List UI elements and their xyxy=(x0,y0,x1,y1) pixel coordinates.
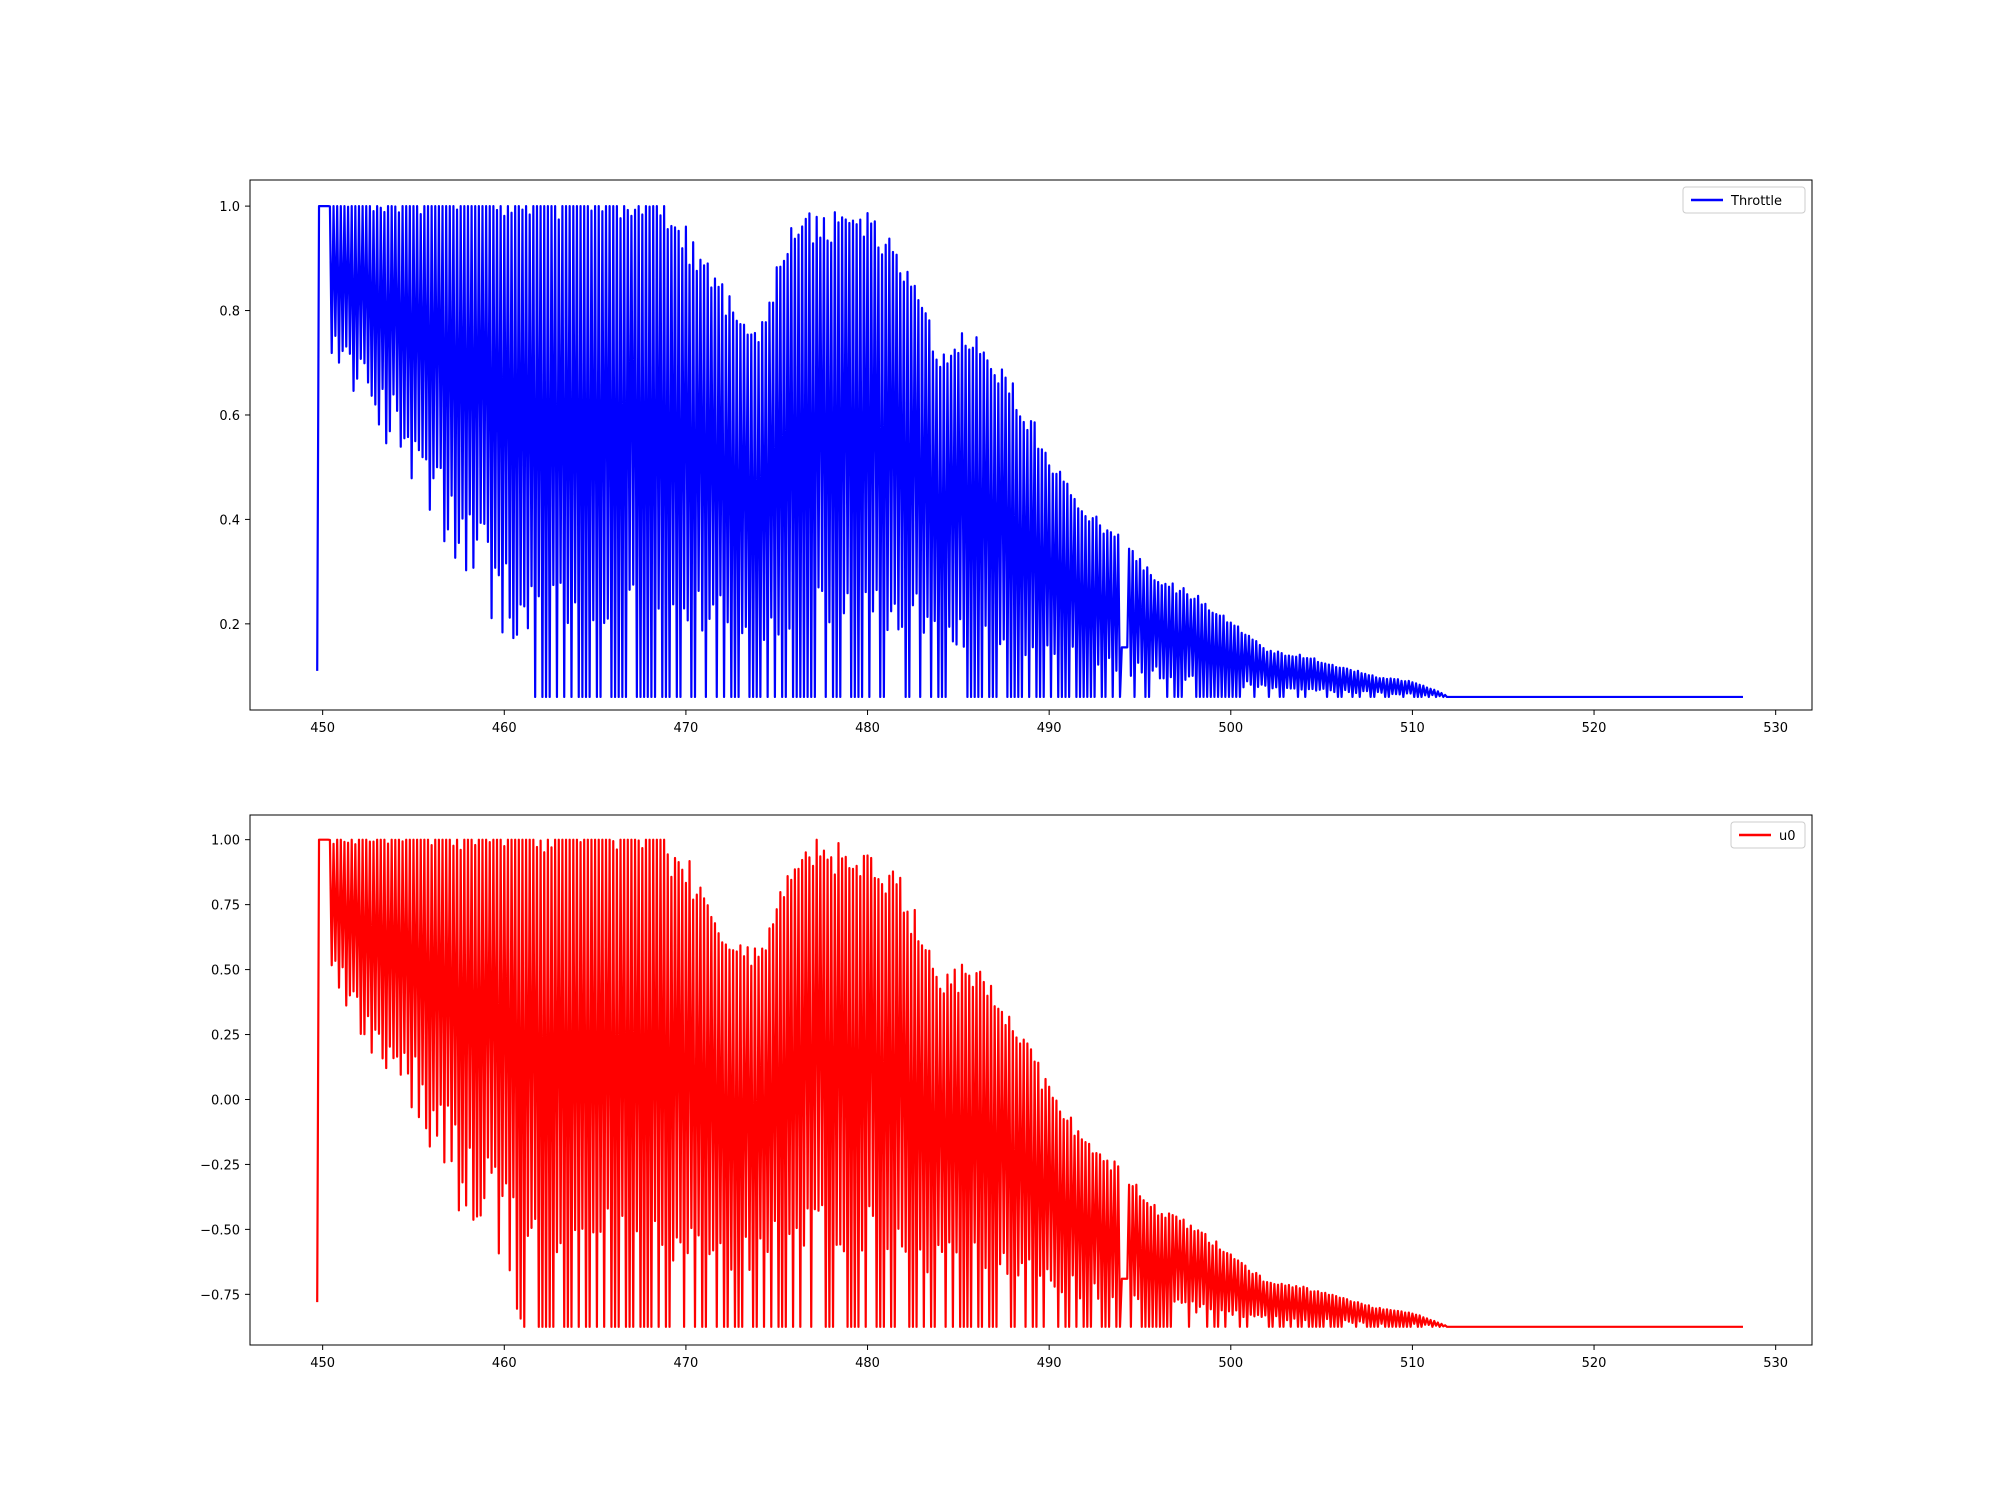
y-tick-label: 0.50 xyxy=(211,964,240,979)
x-tick-label: 500 xyxy=(1218,721,1243,736)
legend: u0 xyxy=(1730,821,1806,849)
x-tick-label: 530 xyxy=(1763,1356,1788,1371)
x-tick-label: 470 xyxy=(673,1356,698,1371)
plot-frame xyxy=(249,179,1813,711)
x-tick-label: 510 xyxy=(1400,721,1425,736)
y-tick-label: 0.2 xyxy=(219,618,240,633)
x-tick-label: 460 xyxy=(492,1356,517,1371)
legend-label: Throttle xyxy=(1730,194,1782,209)
x-tick-label: 520 xyxy=(1582,721,1607,736)
x-tick-label: 530 xyxy=(1763,721,1788,736)
x-tick-label: 490 xyxy=(1037,1356,1062,1371)
legend-box xyxy=(1682,186,1806,214)
y-tick-label: −0.75 xyxy=(200,1288,240,1303)
x-tick-label: 480 xyxy=(855,1356,880,1371)
y-tick-label: −0.25 xyxy=(200,1158,240,1173)
x-tick-label: 490 xyxy=(1037,721,1062,736)
y-tick-label: −0.50 xyxy=(200,1223,240,1238)
y-tick-label: 0.6 xyxy=(219,409,240,424)
x-tick-label: 470 xyxy=(673,721,698,736)
x-tick-label: 480 xyxy=(855,721,880,736)
y-tick-label: 0.75 xyxy=(211,899,240,914)
u0-subplot: 450 460 470 480 490 500 510 520 530 −0.75 −0.50 −0.… xyxy=(200,814,1813,1371)
x-tick-label: 510 xyxy=(1400,1356,1425,1371)
x-tick-label: 520 xyxy=(1582,1356,1607,1371)
plot-frame xyxy=(249,814,1813,1346)
legend-label: u0 xyxy=(1779,829,1796,844)
y-tick-label: 1.0 xyxy=(219,200,240,215)
series-line-throttle xyxy=(316,205,1743,699)
x-tick-label: 450 xyxy=(310,1356,335,1371)
x-tick-label: 460 xyxy=(492,721,517,736)
y-tick-label: 1.00 xyxy=(211,834,240,849)
x-tick-label: 500 xyxy=(1218,1356,1243,1371)
series-line-u0 xyxy=(316,838,1743,1328)
y-tick-label: 0.00 xyxy=(211,1093,240,1108)
y-tick-label: 0.8 xyxy=(219,305,240,320)
y-tick-label: 0.25 xyxy=(211,1029,240,1044)
throttle-subplot: 450 460 470 480 490 500 510 520 530 0.2 0.4 0.6 0.8 1… xyxy=(219,179,1813,736)
x-tick-label: 450 xyxy=(310,721,335,736)
legend: Throttle xyxy=(1682,186,1806,214)
y-tick-label: 0.4 xyxy=(219,513,240,528)
